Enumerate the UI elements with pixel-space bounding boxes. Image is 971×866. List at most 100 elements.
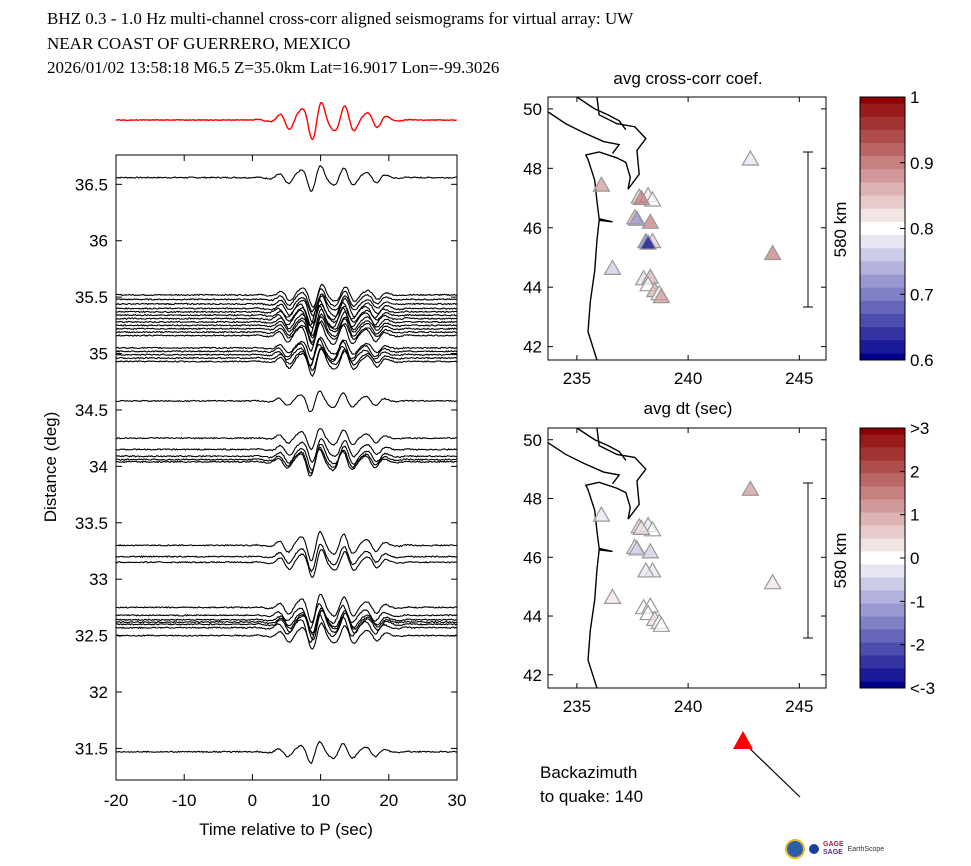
colorbar-segment	[860, 428, 905, 435]
map-frame	[547, 427, 827, 689]
coastline	[548, 442, 621, 485]
station-triangle	[741, 149, 760, 166]
colorbar-segment	[860, 506, 905, 513]
x-tick-label: 10	[311, 791, 330, 810]
seismogram-trace	[115, 614, 457, 644]
station-triangle	[641, 213, 660, 229]
colorbar-segment	[860, 473, 905, 481]
y-tick-label: 35	[89, 345, 108, 364]
colorbar-segment	[860, 208, 905, 216]
map-title: avg cross-corr coef.	[613, 69, 762, 88]
colorbar-segment	[860, 447, 905, 455]
colorbar-tick-label: -2	[910, 636, 925, 655]
colorbar-segment	[860, 512, 905, 520]
earthscope-logo: EarthScope	[847, 845, 885, 853]
x-tick-label: -10	[172, 791, 197, 810]
colorbar-segment	[860, 441, 905, 448]
colorbar-segment	[860, 175, 905, 183]
colorbar-segment	[860, 532, 905, 539]
y-tick-label: 46	[523, 219, 542, 238]
y-tick-label: 48	[523, 159, 542, 178]
colorbar-segment	[860, 169, 905, 177]
colorbar-segment	[860, 261, 905, 269]
colorbar-segment	[860, 313, 905, 322]
station-triangle	[652, 287, 671, 304]
station-triangle	[632, 189, 651, 206]
seismogram-trace	[115, 531, 457, 562]
coastline	[576, 428, 627, 461]
nasa-logo-icon	[809, 844, 819, 854]
colorbar-segment	[860, 182, 905, 190]
map-frame	[547, 96, 827, 361]
y-tick-label: 46	[523, 548, 542, 567]
y-tick-label: 33.5	[75, 514, 108, 533]
colorbar-segment	[860, 320, 905, 328]
coastline	[584, 97, 647, 360]
seismogram-trace	[115, 543, 457, 573]
colorbar-segment	[860, 254, 905, 262]
seismogram-trace	[115, 443, 457, 471]
colorbar-segment	[860, 545, 905, 552]
colorbar-segment	[860, 467, 905, 474]
colorbar-segment	[860, 195, 905, 203]
seismogram-trace	[115, 593, 457, 624]
nsf-logo-icon	[785, 839, 805, 859]
y-tick-label: 42	[523, 338, 542, 357]
colorbar-segment	[860, 294, 905, 302]
station-triangle	[592, 505, 611, 522]
seismogram-trace	[116, 304, 457, 335]
colorbar-segment	[860, 655, 905, 663]
map-2	[547, 427, 906, 689]
seismogram-trace	[115, 603, 457, 629]
colorbar-segment	[860, 189, 905, 197]
x-axis-label: Time relative to P (sec)	[199, 820, 373, 839]
colorbar-segment	[860, 116, 905, 124]
colorbar-tick-label: -1	[910, 592, 925, 611]
y-tick-label: 50	[523, 100, 542, 119]
seismogram-trace	[115, 348, 458, 378]
colorbar-segment	[860, 571, 905, 578]
coastline	[584, 428, 647, 688]
station-triangle	[763, 244, 782, 261]
colorbar-segment	[860, 538, 905, 546]
colorbar-segment	[860, 228, 905, 236]
scale-bar-label: 580 km	[831, 202, 850, 258]
colorbar-segment	[860, 129, 905, 137]
colorbar-segment	[860, 584, 905, 591]
seismogram-trace	[115, 336, 458, 361]
x-tick-label: -20	[104, 791, 129, 810]
colorbar-segment	[860, 668, 905, 676]
seismogram-trace	[115, 313, 457, 339]
x-tick-label: 235	[563, 697, 591, 716]
coastline	[576, 97, 627, 131]
colorbar-segment	[860, 603, 905, 611]
seismogram-trace	[115, 165, 457, 192]
colorbar-segment	[860, 274, 905, 282]
station-triangle	[636, 561, 655, 578]
seismogram-trace	[115, 428, 457, 451]
colorbar-segment	[860, 333, 905, 341]
seismogram-trace	[115, 343, 457, 367]
seismogram-trace	[115, 294, 457, 324]
y-tick-label: 34.5	[75, 401, 108, 420]
x-tick-label: 0	[248, 791, 257, 810]
scale-bar-label: 580 km	[831, 533, 850, 589]
title-line-1: BHZ 0.3 - 1.0 Hz multi-channel cross-cor…	[47, 9, 634, 28]
seismogram-trace	[115, 609, 457, 636]
seismogram-trace	[115, 621, 457, 650]
y-tick-label: 36	[89, 232, 108, 251]
sponsor-logos: GAGE SAGE EarthScope	[785, 838, 915, 860]
colorbar-segment	[860, 460, 905, 468]
colorbar-tick-label: 2	[910, 462, 919, 481]
title-line-2: NEAR COAST OF GUERRERO, MEXICO	[47, 34, 351, 53]
seismogram-trace	[116, 288, 457, 313]
seismogram-trace	[115, 283, 457, 308]
colorbar-segment	[860, 353, 905, 361]
colorbar-segment	[860, 136, 905, 144]
backazimuth-line	[742, 741, 801, 798]
colorbar-segment	[860, 681, 905, 689]
colorbar-segment	[860, 149, 905, 157]
colorbar-segment	[860, 590, 905, 598]
